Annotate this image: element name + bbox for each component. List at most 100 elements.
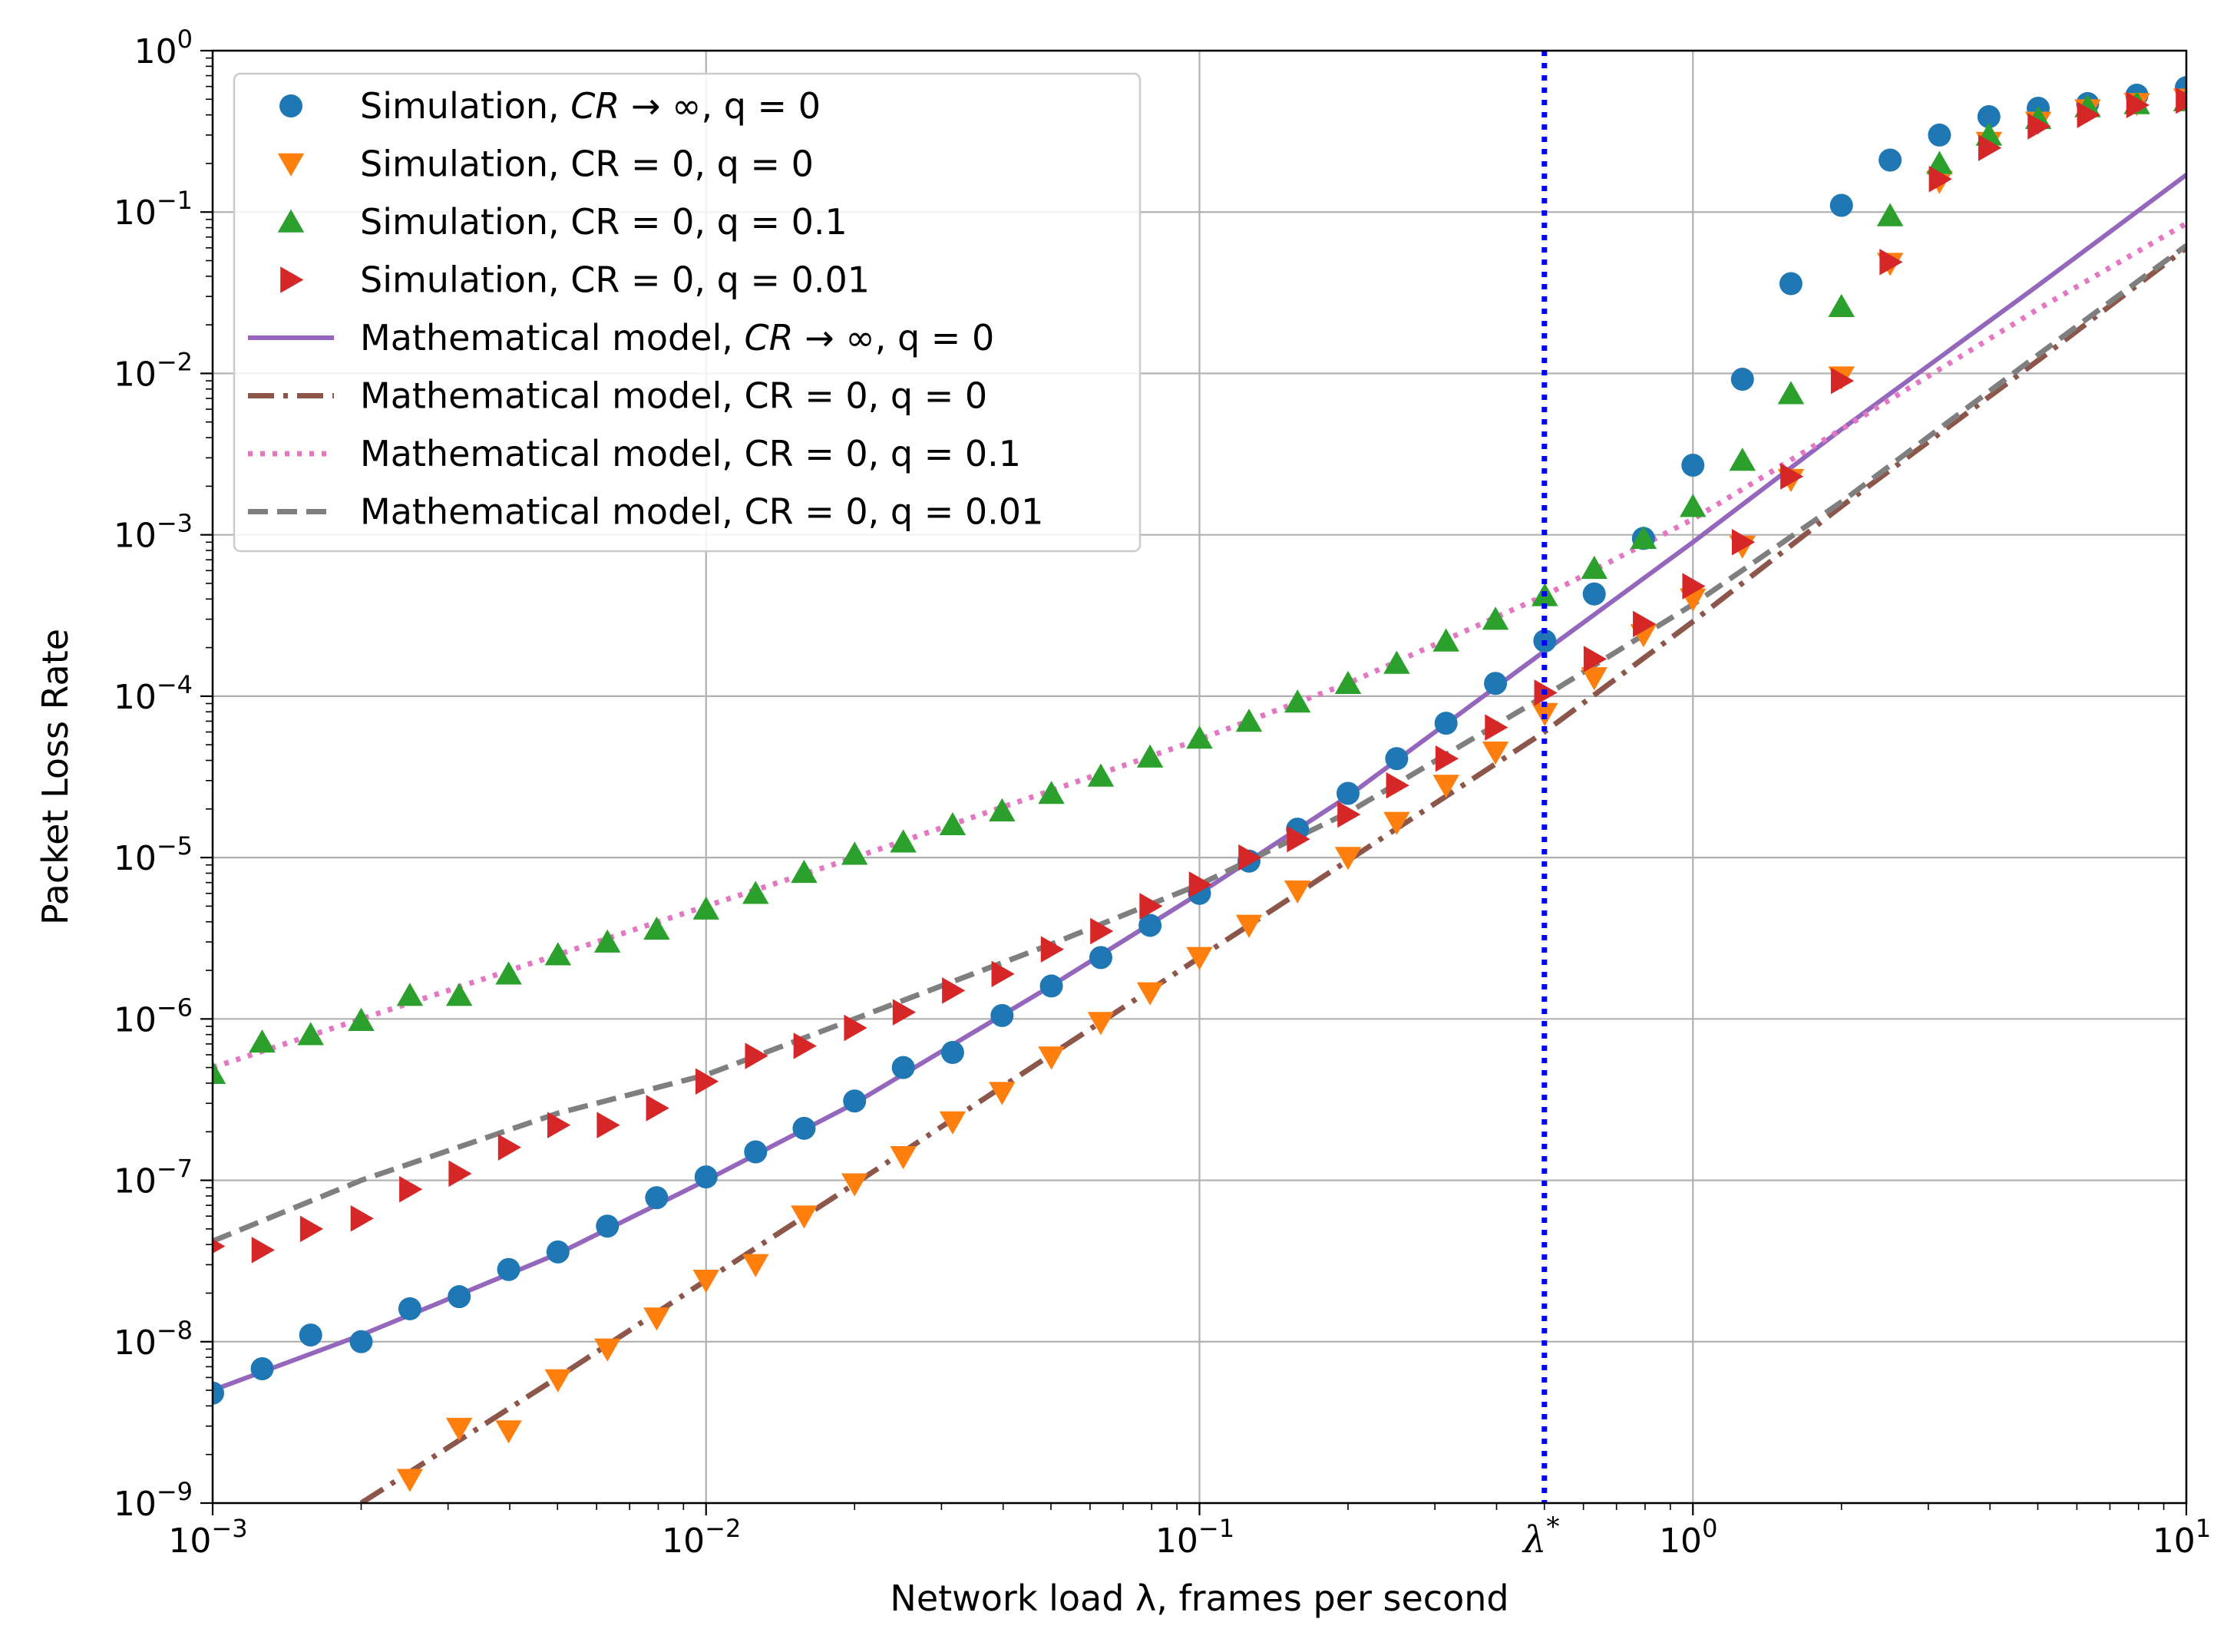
data-point <box>1284 689 1311 713</box>
data-point <box>744 1140 768 1164</box>
legend-label: Simulation, CR = 0, q = 0 <box>360 144 814 185</box>
data-point <box>1039 974 1063 998</box>
legend-text-math: CR <box>570 85 620 127</box>
legend-entry: Mathematical model, CR = 0, q = 0.1 <box>248 433 1021 474</box>
data-point <box>349 1330 373 1353</box>
data-point <box>250 1356 274 1380</box>
y-tick-label: 10−6 <box>114 993 193 1039</box>
y-tick-exponent: −8 <box>157 1316 193 1345</box>
data-point <box>1482 741 1509 765</box>
data-point <box>1087 763 1115 787</box>
y-axis-label: Packet Loss Rate <box>35 629 76 925</box>
y-tick-exponent: −3 <box>157 509 193 538</box>
y-tick-label: 10−9 <box>114 1477 193 1524</box>
data-point <box>1138 914 1162 937</box>
data-point <box>1630 525 1657 550</box>
y-tick-label: 10−3 <box>114 509 193 556</box>
data-point <box>1186 725 1213 749</box>
data-point <box>1928 166 1952 193</box>
y-tick-label: 10−7 <box>114 1155 193 1201</box>
data-point <box>694 1165 718 1189</box>
x-tick-exponent: −3 <box>211 1514 247 1543</box>
data-point <box>1633 610 1657 638</box>
legend-label: Mathematical model, CR = 0, q = 0.1 <box>360 433 1021 474</box>
data-point <box>299 1215 324 1243</box>
data-point <box>348 1007 375 1031</box>
lambda-star-label: λ* <box>1522 1512 1559 1561</box>
x-tick-base: 10 <box>662 1521 705 1561</box>
legend-label: Simulation, CR → ∞, q = 0 <box>360 85 821 127</box>
data-point <box>1136 744 1164 768</box>
legend-marker <box>279 94 302 117</box>
legend-marker <box>277 153 305 177</box>
data-point <box>1583 646 1608 672</box>
data-point <box>1977 104 2001 128</box>
data-point <box>1235 914 1263 938</box>
data-point <box>891 1056 915 1079</box>
y-tick-label: 100 <box>134 25 193 71</box>
data-point <box>940 1040 964 1064</box>
data-point <box>1779 272 1802 296</box>
data-point <box>399 1175 423 1203</box>
data-point <box>1828 293 1855 318</box>
legend-text-main: Mathematical model, CR = 0, q = 0.1 <box>360 433 1021 474</box>
data-point <box>299 1323 322 1347</box>
data-point <box>1385 747 1409 771</box>
data-point <box>990 1003 1014 1027</box>
data-point <box>1928 123 1951 147</box>
data-point <box>890 1146 917 1170</box>
data-point <box>692 896 719 920</box>
legend-marker <box>277 209 305 233</box>
data-point <box>1482 606 1509 630</box>
data-point <box>793 1032 817 1059</box>
x-tick-label: 100 <box>1659 1514 1717 1561</box>
data-point <box>1383 650 1410 674</box>
data-point <box>1040 936 1064 963</box>
data-point <box>1238 844 1262 871</box>
data-point <box>742 1254 769 1277</box>
legend-entry: Simulation, CR = 0, q = 0.1 <box>277 201 848 243</box>
data-point <box>843 1089 867 1113</box>
data-point <box>692 1270 719 1294</box>
data-point <box>1879 249 1903 276</box>
y-tick-exponent: 0 <box>177 25 193 54</box>
data-point <box>1090 917 1114 945</box>
x-tick-exponent: 1 <box>2196 1514 2211 1543</box>
data-point <box>1087 1012 1115 1036</box>
x-tick-exponent: −2 <box>705 1514 741 1543</box>
legend-marker <box>280 266 304 293</box>
data-point <box>942 977 966 1004</box>
plot-series-group <box>213 76 2186 1503</box>
y-tick-label: 10−8 <box>114 1316 193 1363</box>
y-tick-base: 10 <box>114 517 157 556</box>
data-point <box>695 1068 719 1095</box>
legend-entry: Mathematical model, CR = 0, q = 0 <box>248 375 987 417</box>
data-point <box>213 1381 224 1405</box>
data-point <box>2077 101 2100 128</box>
data-point <box>1484 672 1508 695</box>
data-point <box>939 1111 967 1135</box>
data-point <box>1432 775 1459 798</box>
y-tick-exponent: −9 <box>157 1477 193 1506</box>
data-point <box>448 1160 472 1188</box>
data-point <box>396 1469 424 1492</box>
x-tick-label: 10−2 <box>662 1514 741 1561</box>
data-point <box>892 999 917 1026</box>
data-point <box>1780 463 1804 490</box>
y-tick-base: 10 <box>114 1000 157 1039</box>
data-point <box>596 1214 620 1238</box>
legend-text-main: Mathematical model, CR = 0, q = 0 <box>360 375 987 417</box>
x-tick-base: 10 <box>1155 1521 1198 1561</box>
x-tick-label: 10−1 <box>1155 1514 1234 1561</box>
y-tick-base: 10 <box>114 1485 157 1524</box>
legend-text-main: Mathematical model, <box>360 317 745 358</box>
x-tick-base: 10 <box>168 1521 211 1561</box>
data-point <box>1434 712 1458 735</box>
y-tick-exponent: −5 <box>157 831 193 861</box>
data-point <box>643 1307 670 1331</box>
data-point <box>445 983 473 1006</box>
y-tick-base: 10 <box>114 193 157 233</box>
ticks: 10−3 10−2 10−1 100 10110010−110−210−310−410−… <box>114 25 2211 1561</box>
data-point <box>1235 709 1263 732</box>
